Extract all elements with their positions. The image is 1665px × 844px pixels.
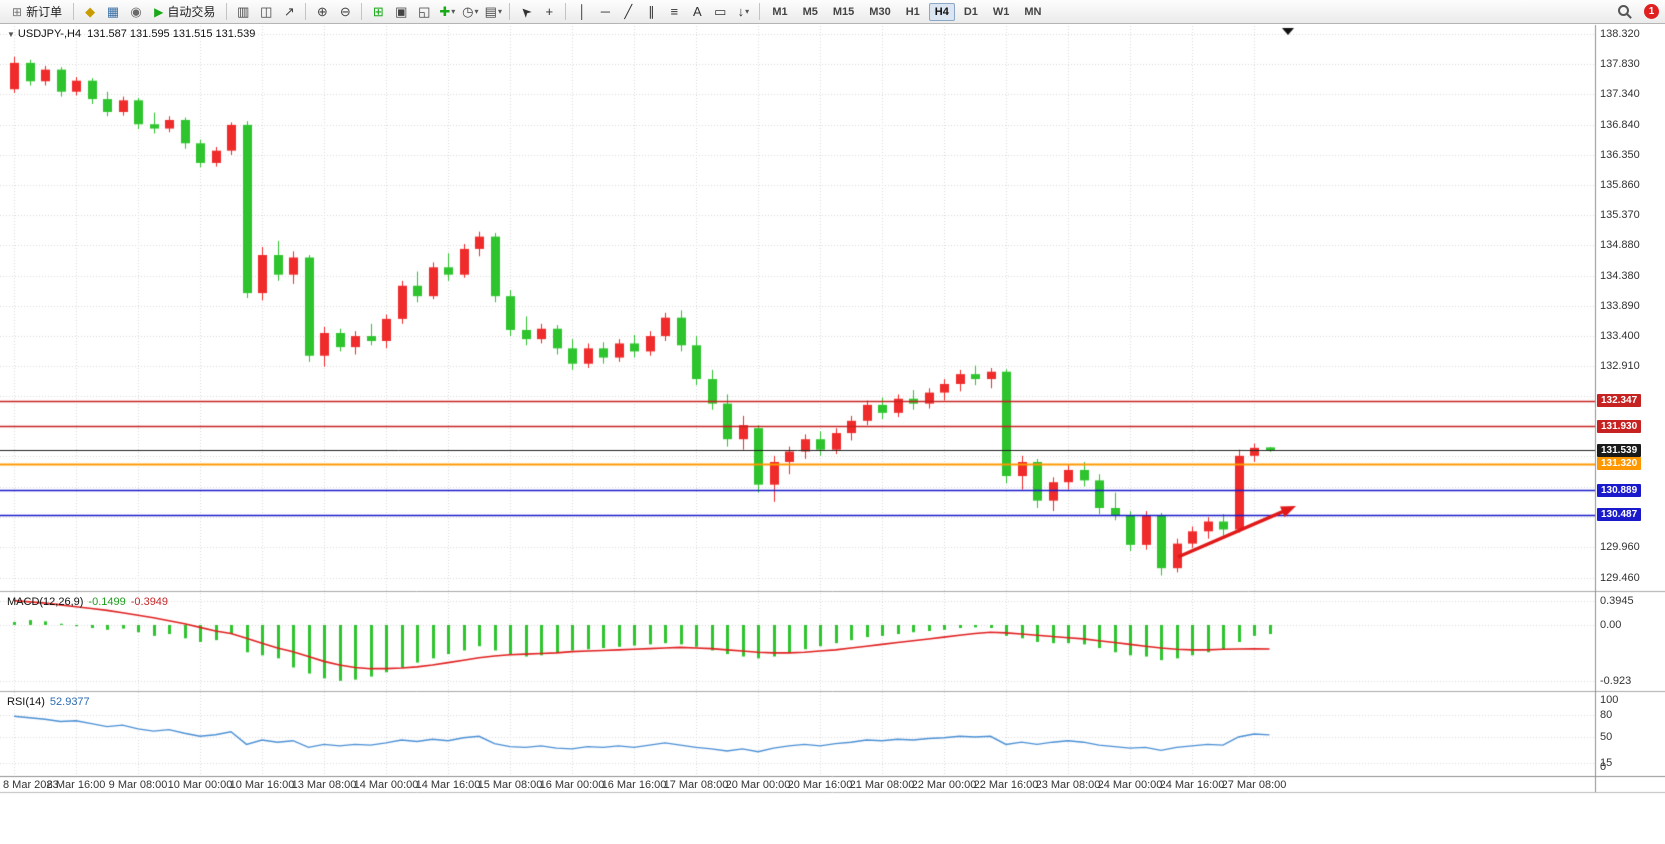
timeframe-m1[interactable]: M1 (772, 5, 788, 18)
autotrading-play-icon: ▶ (154, 4, 164, 19)
macd-label: MACD(12,26,9) -0.1499 -0.3949 (7, 596, 168, 608)
price-axis[interactable] (1596, 24, 1665, 776)
crosshair-icon[interactable]: + (545, 4, 554, 19)
bar-chart-icon[interactable]: ▥ (237, 3, 250, 19)
timeframe-mn[interactable]: MN (1024, 5, 1042, 18)
vertical-line-icon[interactable]: │ (578, 4, 587, 19)
text-label-icon[interactable]: ▭ (714, 3, 727, 19)
new-order-icon: ⊞ (12, 4, 23, 19)
fibonacci-icon[interactable]: ≡ (670, 4, 679, 19)
arrows-list-icon[interactable]: ↓ ▾ (737, 4, 750, 19)
autotrading-button-label: 自动交易 (167, 5, 216, 19)
toolbar-items: ⊞ 新订单 ◆ ▦ ◉ ▶ 自动交易 ▥ ◫ ↗ ⊕ ⊖ ⊞ ▣ ◱ ✚ ▾ ◷ ▾ ▤ ▾ ➤ + │ ─ ╱ ∥ ≡ A ▭ ↓ ▾ M1 M… (6, 2, 1049, 21)
text-icon[interactable]: A (692, 4, 702, 19)
search-icon (1617, 4, 1632, 19)
timeframe-h1[interactable]: H1 (905, 5, 920, 18)
templates-icon-caret[interactable]: ▾ (497, 7, 502, 16)
toolbar-separator (305, 3, 307, 20)
timeframe-h4[interactable]: H4 (928, 2, 955, 21)
data-window-icon[interactable]: ▦ (106, 3, 120, 19)
horizontal-line-icon[interactable]: ─ (600, 4, 610, 19)
tile-windows-icon[interactable]: ⊞ (372, 3, 384, 19)
new-chart-icon[interactable]: ✚ ▾ (439, 3, 456, 19)
notification-count: 1 (1648, 6, 1655, 17)
new-order-button-label: 新订单 (26, 5, 63, 19)
timeframe-d1[interactable]: D1 (963, 5, 978, 18)
new-chart-icon-caret[interactable]: ▾ (451, 7, 456, 16)
rsi-label: RSI(14) 52.9377 (7, 696, 90, 708)
market-watch-icon[interactable]: ◆ (85, 3, 96, 19)
timeframe-w1[interactable]: W1 (992, 5, 1010, 18)
panel-splitter-macd[interactable] (0, 589, 1665, 594)
navigator-icon[interactable]: ◉ (130, 3, 142, 19)
macd-signal-value: -0.3949 (130, 596, 169, 608)
zoom-in-icon[interactable]: ⊕ (316, 3, 328, 19)
chart-symbol-period: USDJPY-,H4 (17, 28, 82, 40)
line-chart-icon[interactable]: ↗ (283, 3, 295, 19)
search-icon[interactable] (1613, 3, 1635, 21)
arrows-list-icon-caret[interactable]: ▾ (745, 7, 750, 16)
templates-icon[interactable]: ▤ ▾ (484, 3, 502, 19)
rsi-name: RSI(14) (7, 696, 45, 708)
macd-name: MACD(12,26,9) (7, 596, 84, 608)
panel-splitter-rsi[interactable] (0, 689, 1665, 694)
time-axis[interactable] (0, 777, 1596, 792)
periods-icon[interactable]: ◷ ▾ (462, 3, 479, 19)
macd-main-value: -0.1499 (88, 596, 126, 608)
cascade-windows-icon[interactable]: ▣ (395, 3, 408, 19)
timeframe-m30[interactable]: M30 (869, 5, 891, 18)
channel-icon[interactable]: ∥ (648, 3, 655, 19)
new-order-button[interactable]: ⊞ 新订单 (6, 2, 68, 21)
periods-icon-caret[interactable]: ▾ (474, 7, 479, 16)
chart-title: ▼ USDJPY-,H4 131.587 131.595 131.515 131.5… (7, 28, 255, 40)
zoom-out-icon[interactable]: ⊖ (339, 3, 351, 19)
notification-badge[interactable]: 1 (1644, 4, 1659, 19)
toolbar-separator (759, 3, 761, 20)
chart-ohlc-values: 131.587 131.595 131.515 131.539 (87, 28, 256, 40)
timeframe-m5[interactable]: M5 (802, 5, 818, 18)
cursor-icon[interactable]: ➤ (516, 2, 536, 22)
toolbar-separator (509, 3, 511, 20)
arrange-windows-icon[interactable]: ◱ (418, 3, 431, 19)
toolbar-separator (73, 3, 75, 20)
toolbar-separator (226, 3, 228, 20)
toolbar-separator (565, 3, 567, 20)
toolbar-separator (361, 3, 363, 20)
toolbar: ⊞ 新订单 ◆ ▦ ◉ ▶ 自动交易 ▥ ◫ ↗ ⊕ ⊖ ⊞ ▣ ◱ ✚ ▾ ◷ ▾ ▤ ▾ ➤ + │ ─ ╱ ∥ ≡ A ▭ ↓ ▾ M1 M… (0, 0, 1665, 24)
rsi-value: 52.9377 (49, 696, 90, 708)
chart-collapse-icon[interactable]: ▼ (7, 30, 15, 39)
candlestick-chart-icon[interactable]: ◫ (260, 3, 273, 19)
timeframe-m15[interactable]: M15 (832, 5, 855, 18)
autotrading-button[interactable]: ▶ 自动交易 (148, 2, 221, 21)
trendline-icon[interactable]: ╱ (624, 3, 633, 19)
